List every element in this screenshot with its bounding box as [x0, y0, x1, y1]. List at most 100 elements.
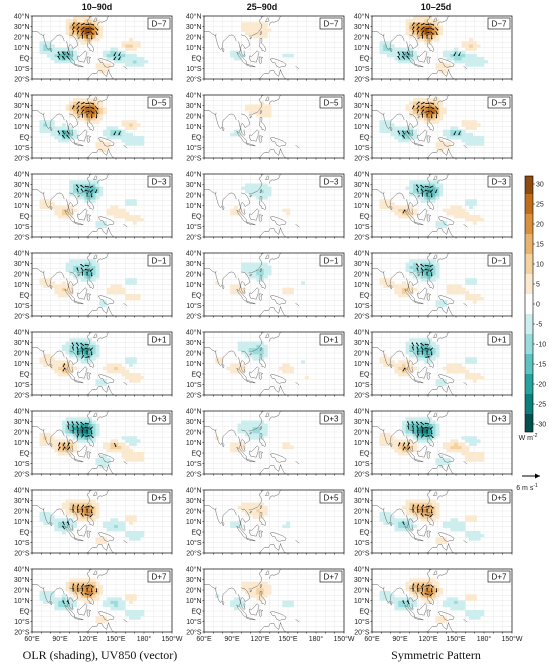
lag-label: D+3 [152, 414, 167, 423]
latitude-label: 10°N [354, 597, 370, 605]
map-panel-col2-8: 40°N 30°N 20°N 10°N EQ 10°S 20°S60°E 90°E 120°E 1… [186, 565, 355, 643]
latitude-label: 30°N [186, 576, 202, 584]
latitude-label: 10°N [14, 123, 30, 131]
latitude-label: EQ [359, 134, 370, 141]
latitude-label: 20°S [14, 75, 30, 83]
latitude-label: 10°N [186, 360, 202, 368]
axis-ticks [30, 410, 173, 476]
latitude-label: 20°N [186, 270, 202, 278]
latitude-label: EQ [19, 608, 30, 615]
latitude-label: 20°N [186, 586, 202, 594]
colorbar-tick-label: -15 [536, 361, 546, 368]
wind-vectors [397, 101, 461, 139]
lag-label-box [319, 412, 343, 425]
lag-label: D−3 [324, 177, 339, 186]
latitude-label: 30°N [354, 339, 370, 347]
lag-label: D−5 [152, 98, 167, 107]
lag-label-box [487, 333, 511, 346]
axis-ticks [370, 410, 513, 476]
coastlines [32, 411, 131, 474]
latitude-label: 10°S [14, 618, 30, 626]
wind-vectors [57, 421, 117, 451]
map-panel-col3-6: 40°N 30°N 20°N 10°N EQ 10°S 20°S D+3 [354, 407, 513, 478]
wind-vectors [76, 184, 98, 198]
vector-key: 6 m s-1 [516, 473, 540, 492]
latitude-label: EQ [19, 134, 30, 141]
longitude-label: 180° [309, 635, 324, 643]
lag-label-box [147, 17, 171, 30]
latitude-label: 30°N [354, 102, 370, 110]
latitude-label: 30°N [354, 418, 370, 426]
coastlines [204, 174, 303, 237]
latitude-label: 10°S [14, 381, 30, 389]
latitude-label: 10°N [354, 202, 370, 210]
colorbar-segment [525, 314, 533, 334]
colorbar-tick-label: 10 [536, 261, 544, 268]
lag-label-box [147, 412, 171, 425]
lag-label: D−1 [492, 256, 507, 265]
lag-label: D+5 [152, 493, 167, 502]
latitude-label: 10°S [14, 460, 30, 468]
latitude-label: 30°N [354, 181, 370, 189]
colorbar-tick-label: 20 [536, 221, 544, 228]
colorbar-segment [525, 334, 533, 354]
latitude-label: 20°S [14, 628, 30, 636]
lag-label: D+7 [324, 572, 339, 581]
colorbar-tick-label: -25 [536, 401, 546, 408]
olr-shading [230, 502, 291, 529]
latitude-label: 20°N [14, 586, 30, 594]
latitude-label: 40°N [354, 12, 370, 20]
latitude-label: 40°N [14, 407, 30, 415]
axis-ticks [202, 331, 345, 397]
lag-label: D−3 [492, 177, 507, 186]
latitude-label: 30°N [186, 497, 202, 505]
latitude-label: 10°N [354, 360, 370, 368]
longitude-label: 60°E [196, 635, 212, 643]
colorbar-segment [525, 354, 533, 374]
latitude-label: 20°S [14, 549, 30, 557]
lag-label-box [487, 17, 511, 30]
longitude-label: 90°E [52, 635, 68, 643]
lag-label-box [487, 175, 511, 188]
latitude-label: EQ [359, 450, 370, 457]
latitude-label: 20°N [354, 33, 370, 41]
map-panel-col3-1: 40°N 30°N 20°N 10°N EQ 10°S 20°S D−7 [354, 12, 513, 83]
axis-ticks [30, 331, 173, 397]
latitude-label: 40°N [354, 249, 370, 257]
latitude-label: 30°N [186, 23, 202, 31]
wind-vectors [57, 101, 121, 139]
latitude-label: EQ [191, 292, 202, 299]
latitude-label: EQ [19, 292, 30, 299]
colorbar-segment [525, 294, 533, 314]
latitude-label: 40°N [14, 12, 30, 20]
map-panel-col2-1: 40°N 30°N 20°N 10°N EQ 10°S 20°S D−7 [186, 12, 345, 83]
axis-ticks [370, 331, 513, 397]
column-heading-10-90d: 10–90d [82, 2, 113, 12]
lag-label: D+1 [152, 335, 167, 344]
map-panel-col3-3: 40°N 30°N 20°N 10°N EQ 10°S 20°S D−3 [354, 170, 513, 241]
wind-vectors [402, 184, 438, 214]
map-panel-col2-6: 40°N 30°N 20°N 10°N EQ 10°S 20°S D+3 [186, 407, 345, 478]
latitude-label: EQ [359, 213, 370, 220]
lag-label-box [319, 333, 343, 346]
latitude-label: 10°N [14, 281, 30, 289]
olr-shading [39, 180, 145, 228]
latitude-label: 20°N [14, 33, 30, 41]
coastlines [372, 332, 471, 395]
latitude-label: EQ [359, 529, 370, 536]
latitude-label: 20°N [354, 507, 370, 515]
latitude-label: 10°S [354, 144, 370, 152]
axis-ticks [30, 94, 173, 160]
coastlines [32, 16, 131, 79]
latitude-label: 10°S [14, 539, 30, 547]
vector-key-arrowhead [535, 473, 540, 479]
latitude-label: 10°N [354, 518, 370, 526]
lag-label-box [147, 254, 171, 267]
latitude-label: 10°S [186, 302, 202, 310]
latitude-label: EQ [191, 529, 202, 536]
longitude-label: 60°E [364, 635, 380, 643]
latitude-label: EQ [191, 134, 202, 141]
axis-ticks [30, 252, 173, 318]
latitude-label: 10°N [14, 202, 30, 210]
coastlines [372, 569, 471, 632]
